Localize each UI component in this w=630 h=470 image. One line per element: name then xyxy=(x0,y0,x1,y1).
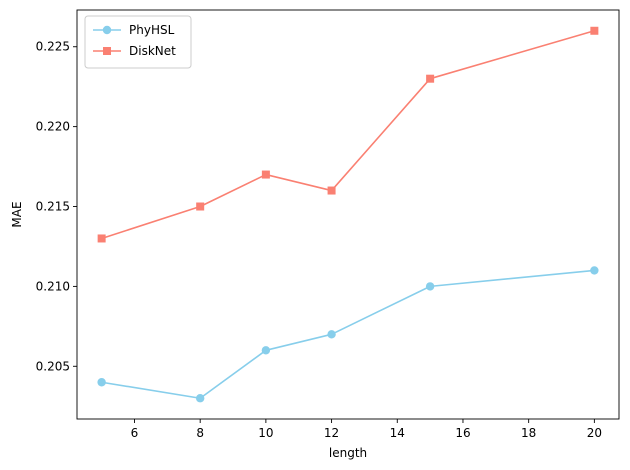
disknet-point xyxy=(327,186,336,195)
phyhsl-point xyxy=(425,282,435,291)
phyhsl-point xyxy=(195,394,205,403)
y-tick-label: 0.215 xyxy=(36,200,70,214)
legend: PhyHSL DiskNet xyxy=(84,15,192,69)
disknet-point xyxy=(426,74,435,83)
y-tick-label: 0.220 xyxy=(36,120,70,134)
x-tick-label: 18 xyxy=(521,426,536,440)
phyhsl-series-line xyxy=(101,269,595,400)
disknet-legend-marker xyxy=(103,47,111,55)
axes-frame xyxy=(76,9,620,420)
axes-layer: 6 8 10 12 14 16 18 20 0.205 0.210 0.215 0.220 0.225 xyxy=(36,9,620,440)
phyhsl-point xyxy=(97,378,106,387)
x-tick-label: 14 xyxy=(390,426,405,440)
phyhsl-point xyxy=(261,346,271,355)
phyhsl-point xyxy=(327,330,336,339)
disknet-legend-label: DiskNet xyxy=(129,44,176,58)
y-axis-label: MAE xyxy=(10,201,24,227)
disknet-point xyxy=(590,26,599,35)
phyhsl-point xyxy=(590,266,599,275)
disknet-point xyxy=(261,170,270,179)
phyhsl-legend-marker xyxy=(102,25,112,35)
x-tick-label: 16 xyxy=(455,426,470,440)
disknet-series-line xyxy=(101,30,595,240)
y-tick-label: 0.205 xyxy=(36,359,70,373)
y-tick-label: 0.210 xyxy=(36,279,70,293)
disknet-point xyxy=(97,234,106,243)
x-tick-label: 12 xyxy=(324,426,339,440)
x-axis-label: length xyxy=(329,446,367,460)
x-tick-label: 20 xyxy=(587,426,602,440)
x-tick-label: 8 xyxy=(196,426,204,440)
legend-box xyxy=(84,15,192,69)
disknet-point xyxy=(196,202,205,211)
phyhsl-legend-label: PhyHSL xyxy=(129,23,175,37)
series-layer xyxy=(97,26,599,403)
y-tick-label: 0.225 xyxy=(36,40,70,54)
plot-area xyxy=(77,10,619,419)
x-tick-label: 10 xyxy=(258,426,273,440)
x-tick-label: 6 xyxy=(131,426,139,440)
